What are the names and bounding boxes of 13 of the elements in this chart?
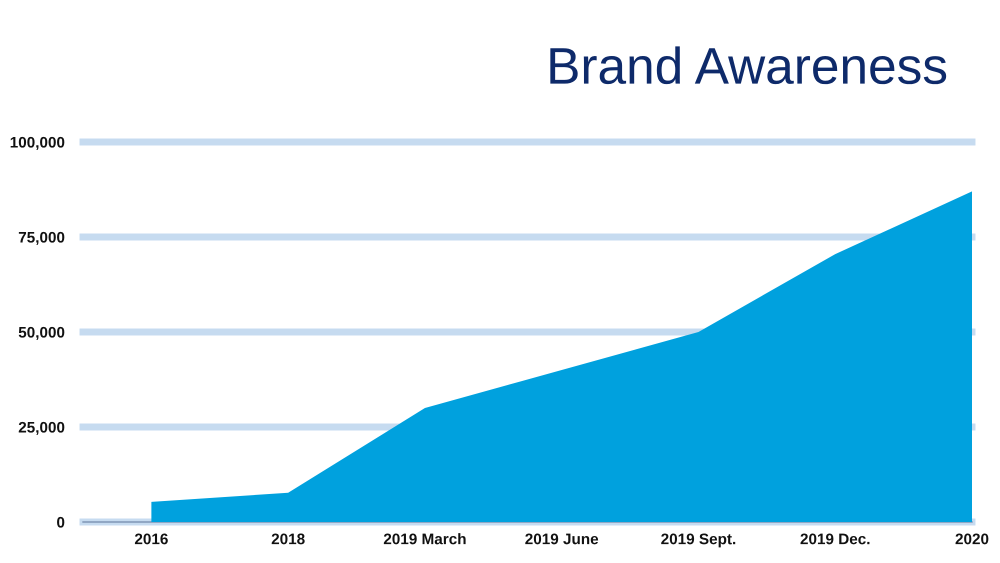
- x-tick-label: 2019 Sept.: [661, 534, 736, 548]
- x-tick-label: 2020: [956, 534, 988, 544]
- y-tick-label: 0: [57, 516, 64, 528]
- x-tick-label: 2019 Dec.: [800, 534, 870, 544]
- y-tick-label: 100,000: [10, 136, 64, 150]
- y-tick-label: 25,000: [18, 422, 64, 435]
- y-tick-label: 75,000: [18, 232, 64, 245]
- y-tick-label: 50,000: [18, 326, 64, 340]
- x-tick-label: 2019 March: [384, 533, 466, 544]
- x-tick-label: 2016: [134, 534, 168, 544]
- x-tick-label: 2018: [272, 534, 305, 544]
- chart-title: Brand Awareness: [550, 46, 946, 84]
- x-tick-label: 2019 June: [525, 534, 598, 544]
